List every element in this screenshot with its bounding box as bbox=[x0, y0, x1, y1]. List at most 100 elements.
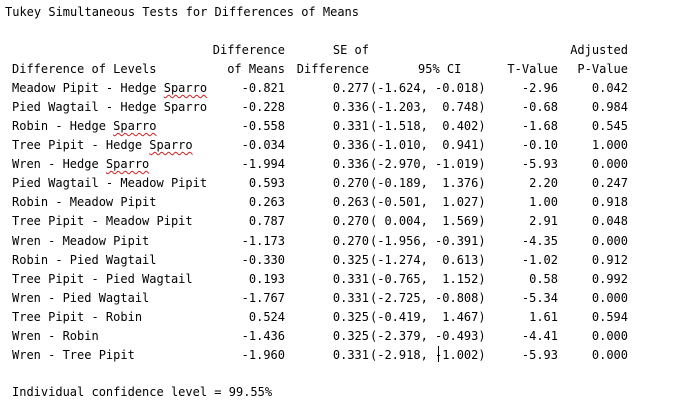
confidence-interval: (-2.970, -1.019) bbox=[370, 157, 486, 171]
diff-of-means: -0.558 bbox=[241, 119, 285, 133]
adjusted-p-value: 0.992 bbox=[591, 272, 628, 286]
diff-of-means: 0.593 bbox=[248, 176, 285, 190]
level-label-text: Robin - Meadow Pipit bbox=[12, 195, 157, 209]
table-row: Wren - Meadow Pipit -1.173 0.270 (-1.956, -… bbox=[0, 232, 695, 251]
level-label-text: Robin - Hedge bbox=[12, 119, 114, 133]
se-of-difference: 0.336 bbox=[332, 138, 369, 152]
se-of-difference: 0.325 bbox=[332, 329, 369, 343]
adjusted-p-value: 0.984 bbox=[591, 100, 628, 114]
t-value: -0.68 bbox=[521, 100, 558, 114]
header-level: Difference of Levels bbox=[12, 62, 157, 76]
t-value: 0.58 bbox=[529, 272, 558, 286]
misspelled-word: Sparro bbox=[113, 119, 157, 133]
adjusted-p-value: 0.918 bbox=[591, 195, 628, 209]
level-label-text: Tree Pipit - Robin bbox=[12, 310, 143, 324]
level-label: Wren - Pied Wagtail bbox=[12, 289, 149, 308]
table-row: Pied Wagtail - Meadow Pipit 0.593 0.270 (-0… bbox=[0, 174, 695, 193]
adjusted-p-value: 0.000 bbox=[591, 348, 628, 362]
level-label: Pied Wagtail - Hedge Sparro bbox=[12, 98, 207, 117]
t-value: -4.41 bbox=[521, 329, 558, 343]
adjusted-p-value: 0.000 bbox=[591, 291, 628, 305]
header-se-line2: Difference bbox=[296, 62, 369, 76]
level-label-text: Tree Pipit - Pied Wagtail bbox=[12, 272, 193, 286]
diff-of-means: -0.330 bbox=[241, 253, 285, 267]
se-of-difference: 0.331 bbox=[332, 291, 369, 305]
diff-of-means: -0.034 bbox=[241, 138, 285, 152]
footer-confidence-level: Individual confidence level = 99.55% bbox=[12, 385, 273, 399]
table-row: Robin - Pied Wagtail -0.330 0.325 (-1.274, … bbox=[0, 251, 695, 270]
diff-of-means: -1.173 bbox=[241, 234, 285, 248]
se-of-difference: 0.325 bbox=[332, 253, 369, 267]
table-row: Wren - Hedge Sparro -1.994 0.336 (-2.970, -… bbox=[0, 155, 695, 174]
adjusted-p-value: 0.912 bbox=[591, 253, 628, 267]
table-row: Robin - Meadow Pipit 0.263 0.263 (-0.501, 1… bbox=[0, 193, 695, 212]
diff-of-means: 0.193 bbox=[248, 272, 285, 286]
t-value: -1.68 bbox=[521, 119, 558, 133]
diff-of-means: -1.960 bbox=[241, 348, 285, 362]
level-label: Wren - Robin bbox=[12, 327, 99, 346]
se-of-difference: 0.331 bbox=[332, 348, 369, 362]
level-label-text: Wren - Robin bbox=[12, 329, 99, 343]
diff-of-means: 0.787 bbox=[248, 214, 285, 228]
level-label: Tree Pipit - Robin bbox=[12, 308, 142, 327]
diff-of-means: -1.767 bbox=[241, 291, 285, 305]
confidence-interval: (-1.956, -0.391) bbox=[370, 234, 486, 248]
adjusted-p-value: 0.000 bbox=[591, 157, 628, 171]
se-of-difference: 0.336 bbox=[332, 100, 369, 114]
se-of-difference: 0.270 bbox=[332, 214, 369, 228]
confidence-interval: (-1.203, 0.748) bbox=[370, 100, 486, 114]
level-label: Robin - Meadow Pipit bbox=[12, 193, 157, 212]
level-label: Wren - Hedge Sparro bbox=[12, 155, 149, 174]
level-label-text: Wren - Meadow Pipit bbox=[12, 234, 150, 248]
header-diff-line1: Difference bbox=[212, 43, 285, 57]
t-value: 2.20 bbox=[529, 176, 558, 190]
level-label-text: Wren - Pied Wagtail bbox=[12, 291, 150, 305]
diff-of-means: -1.436 bbox=[241, 329, 285, 343]
t-value: -0.10 bbox=[521, 138, 558, 152]
table-row: Meadow Pipit - Hedge Sparro -0.821 0.277 (-… bbox=[0, 79, 695, 98]
level-label-text: Pied Wagtail - Hedge Sparro bbox=[12, 100, 208, 114]
t-value: 1.61 bbox=[529, 310, 558, 324]
se-of-difference: 0.325 bbox=[332, 310, 369, 324]
adjusted-p-value: 0.545 bbox=[591, 119, 628, 133]
text-cursor bbox=[438, 346, 439, 362]
level-label-text: Wren - Hedge bbox=[12, 157, 106, 171]
t-value: -2.96 bbox=[521, 81, 558, 95]
level-label-text: Robin - Pied Wagtail bbox=[12, 253, 157, 267]
header-t: T-Value bbox=[507, 62, 558, 76]
confidence-interval: (-0.189, 1.376) bbox=[370, 176, 486, 190]
confidence-interval: (-1.274, 0.613) bbox=[370, 253, 486, 267]
confidence-interval: (-2.379, -0.493) bbox=[370, 329, 486, 343]
confidence-interval: (-0.765, 1.152) bbox=[370, 272, 486, 286]
adjusted-p-value: 0.042 bbox=[591, 81, 628, 95]
t-value: -4.35 bbox=[521, 234, 558, 248]
t-value: -1.02 bbox=[521, 253, 558, 267]
misspelled-word: Sparro bbox=[105, 157, 150, 171]
level-label: Robin - Pied Wagtail bbox=[12, 251, 157, 270]
header-p-line1: Adjusted bbox=[570, 43, 628, 57]
level-label: Tree Pipit - Meadow Pipit bbox=[12, 212, 193, 231]
level-label-text: Tree Pipit - Meadow Pipit bbox=[12, 214, 193, 228]
level-label: Pied Wagtail - Meadow Pipit bbox=[12, 174, 207, 193]
se-of-difference: 0.270 bbox=[332, 176, 369, 190]
table-row: Tree Pipit - Pied Wagtail 0.193 0.331 (-0.7… bbox=[0, 270, 695, 289]
header-p-line2: P-Value bbox=[577, 62, 628, 76]
se-of-difference: 0.270 bbox=[332, 234, 369, 248]
adjusted-p-value: 0.000 bbox=[591, 329, 628, 343]
diff-of-means: 0.524 bbox=[248, 310, 285, 324]
diff-of-means: -0.228 bbox=[241, 100, 285, 114]
se-of-difference: 0.336 bbox=[332, 157, 369, 171]
se-of-difference: 0.263 bbox=[332, 195, 369, 209]
diff-of-means: -0.821 bbox=[241, 81, 285, 95]
se-of-difference: 0.277 bbox=[332, 81, 369, 95]
table-row: Tree Pipit - Hedge Sparro -0.034 0.336 (-1.… bbox=[0, 136, 695, 155]
misspelled-word: Sparro bbox=[149, 138, 193, 152]
level-label-text: Meadow Pipit - Hedge bbox=[12, 81, 164, 95]
level-label-text: Pied Wagtail - Meadow Pipit bbox=[12, 176, 208, 190]
header-se-line1: SE of bbox=[332, 43, 369, 57]
confidence-interval: ( 0.004, 1.569) bbox=[370, 214, 486, 228]
report-title: Tukey Simultaneous Tests for Differences… bbox=[5, 5, 360, 19]
t-value: -5.93 bbox=[521, 348, 558, 362]
adjusted-p-value: 0.247 bbox=[591, 176, 628, 190]
diff-of-means: -1.994 bbox=[241, 157, 285, 171]
